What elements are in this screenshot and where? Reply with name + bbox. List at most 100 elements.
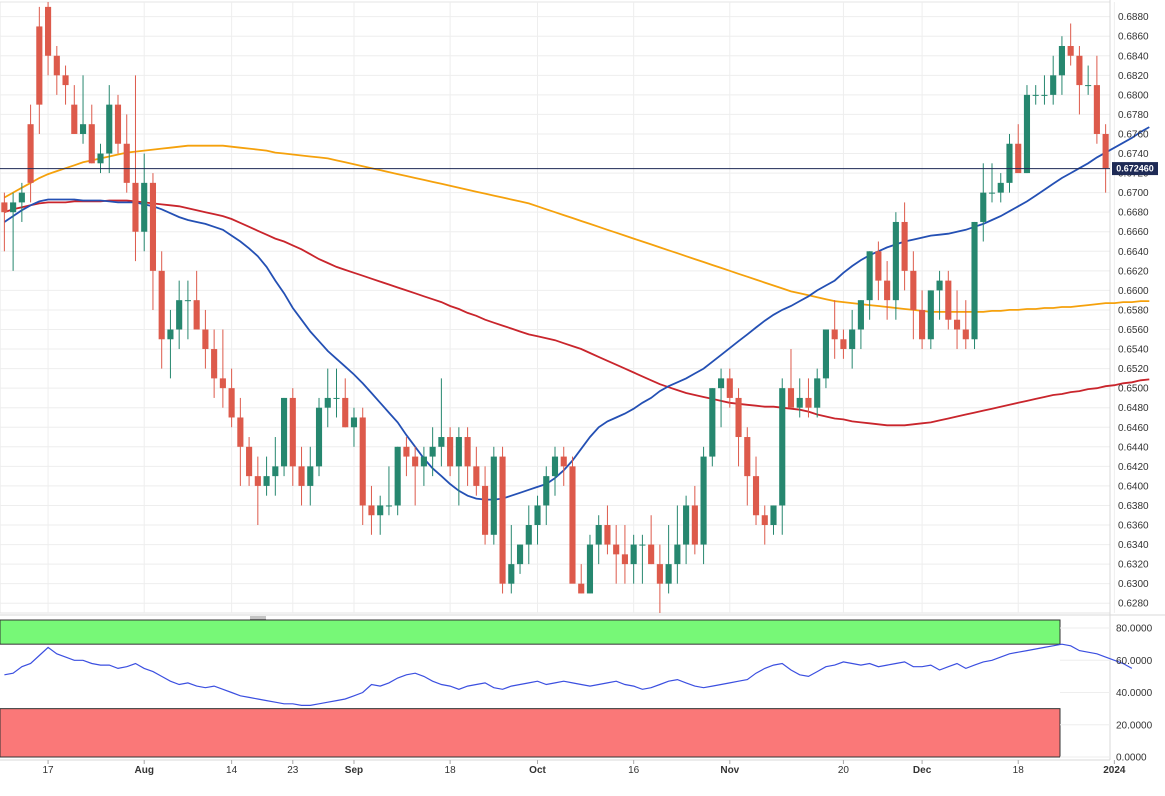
candle-body xyxy=(796,397,803,408)
pane-resize-handle[interactable] xyxy=(250,616,266,620)
candle xyxy=(482,466,489,545)
candle-body xyxy=(569,466,576,584)
candle-body xyxy=(219,378,226,389)
rsi-tick-label: 80.0000 xyxy=(1116,624,1153,635)
price-tick-label: 0.6760 xyxy=(1118,129,1149,140)
candle-body xyxy=(892,221,899,301)
candle-body xyxy=(875,251,882,281)
candle-body xyxy=(1032,94,1039,96)
candle-body xyxy=(613,544,620,555)
candle xyxy=(1093,55,1100,144)
date-tick-label: Oct xyxy=(529,765,546,776)
date-tick-label: 18 xyxy=(445,765,457,776)
candle xyxy=(176,280,183,350)
candle xyxy=(420,446,427,486)
price-tick-label: 0.6320 xyxy=(1118,560,1149,571)
candle-body xyxy=(551,456,559,477)
candle xyxy=(342,378,349,428)
candle-body xyxy=(534,505,541,526)
price-tick-label: 0.6860 xyxy=(1118,32,1149,43)
candle-body xyxy=(359,417,366,506)
candle xyxy=(158,251,165,369)
candle xyxy=(849,309,856,369)
candle-body xyxy=(403,446,410,457)
candle xyxy=(88,104,95,164)
candle-body xyxy=(490,456,497,535)
candle xyxy=(114,94,122,154)
candle xyxy=(246,437,253,486)
candle-body xyxy=(884,280,891,301)
candle-body xyxy=(97,153,104,164)
candle xyxy=(254,456,261,526)
candle xyxy=(884,261,891,320)
candle-body xyxy=(79,124,87,134)
price-tick-label: 0.6620 xyxy=(1118,266,1149,277)
candle-body xyxy=(1015,143,1022,174)
candle xyxy=(272,437,279,496)
candle xyxy=(744,427,751,506)
date-tick-label: Sep xyxy=(345,765,363,776)
candle xyxy=(805,378,812,418)
candle-body xyxy=(254,476,261,486)
candle xyxy=(735,388,742,467)
candle-body xyxy=(1093,85,1100,134)
candle xyxy=(53,45,60,95)
candle-body xyxy=(27,124,34,183)
candle xyxy=(516,544,524,574)
candle xyxy=(822,329,830,389)
candle xyxy=(315,397,323,477)
candle-body xyxy=(53,55,60,76)
date-tick-label: Dec xyxy=(913,765,932,776)
candle xyxy=(473,446,480,496)
candle xyxy=(630,534,637,584)
candle xyxy=(1076,45,1083,115)
candle xyxy=(377,495,384,535)
candle xyxy=(840,329,847,359)
price-tick-label: 0.6840 xyxy=(1118,51,1149,62)
candle xyxy=(106,85,113,174)
candle xyxy=(901,202,908,291)
candle xyxy=(613,525,620,584)
candle xyxy=(307,446,314,506)
candle-body xyxy=(88,124,95,164)
candle-body xyxy=(648,544,655,565)
candle xyxy=(569,456,576,584)
candle-body xyxy=(438,437,445,447)
candle-body xyxy=(184,300,191,302)
candle-body xyxy=(420,456,427,467)
candle-body xyxy=(464,437,471,467)
current-price-badge xyxy=(1112,162,1158,176)
candle-body xyxy=(752,476,760,516)
candle-body xyxy=(298,466,305,486)
candle xyxy=(202,309,209,369)
candle-body xyxy=(1,202,8,213)
candle xyxy=(595,515,602,565)
candle-body xyxy=(761,515,768,526)
candle-body xyxy=(560,456,567,467)
candle xyxy=(45,2,52,76)
candle xyxy=(184,280,191,340)
candle-body xyxy=(263,476,270,486)
price-tick-label: 0.6400 xyxy=(1118,481,1149,492)
candle-body xyxy=(971,221,978,340)
candle-body xyxy=(429,446,436,457)
candle xyxy=(656,544,663,613)
candle xyxy=(350,407,358,447)
candle xyxy=(62,65,69,105)
candle-body xyxy=(1006,143,1013,183)
price-tick-label: 0.6360 xyxy=(1118,521,1149,532)
candle xyxy=(1006,133,1013,193)
candle-body xyxy=(744,437,751,477)
date-tick-label: 20 xyxy=(838,765,850,776)
candle xyxy=(508,525,515,594)
candle xyxy=(167,309,174,379)
candle xyxy=(586,534,594,594)
candle-body xyxy=(770,505,777,526)
price-tick-label: 0.6740 xyxy=(1118,149,1149,160)
candle-body xyxy=(595,525,602,545)
candle xyxy=(438,378,445,467)
candle xyxy=(79,75,87,144)
candle-body xyxy=(910,270,917,310)
candle-body xyxy=(857,300,864,330)
price-tick-label: 0.6600 xyxy=(1118,286,1149,297)
